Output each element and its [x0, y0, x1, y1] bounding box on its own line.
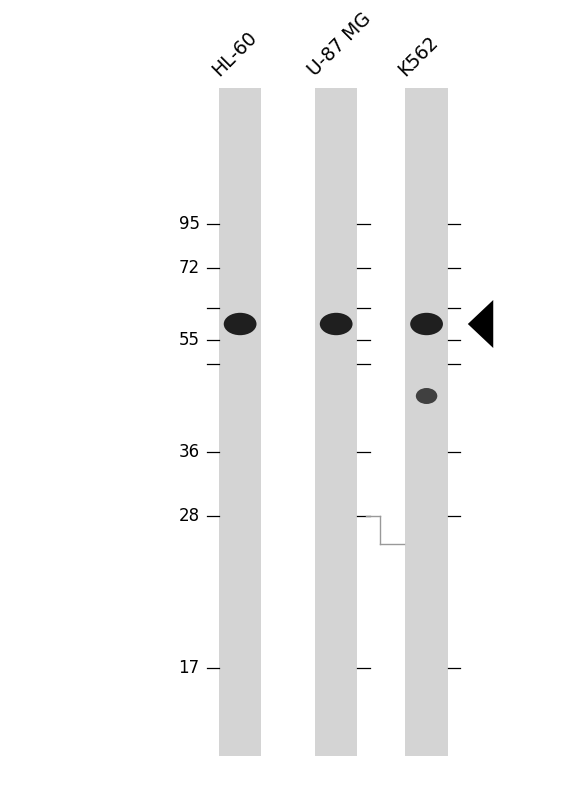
Text: 36: 36 [179, 443, 200, 461]
Ellipse shape [224, 313, 257, 335]
Ellipse shape [416, 388, 437, 404]
Ellipse shape [320, 313, 353, 335]
Text: 95: 95 [179, 215, 200, 233]
Polygon shape [468, 300, 493, 348]
Text: HL-60: HL-60 [208, 28, 260, 80]
Bar [405, 88, 447, 756]
Text: K562: K562 [395, 33, 442, 80]
Text: U-87 MG: U-87 MG [305, 10, 375, 80]
Bar [219, 88, 261, 756]
Bar [315, 88, 357, 756]
Ellipse shape [410, 313, 443, 335]
Text: 28: 28 [179, 507, 200, 525]
Text: 17: 17 [179, 659, 200, 677]
Text: 72: 72 [179, 259, 200, 277]
Text: 55: 55 [179, 331, 200, 349]
